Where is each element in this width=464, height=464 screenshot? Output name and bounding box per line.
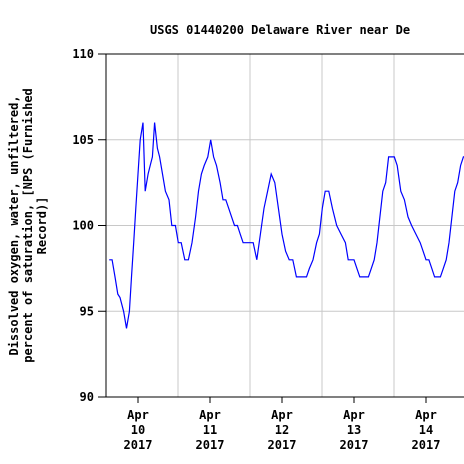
x-tick-label: 2017	[124, 438, 153, 452]
x-tick-label: 12	[275, 423, 289, 437]
x-tick-label: Apr	[199, 408, 221, 422]
series-line	[109, 122, 464, 329]
y-tick-label: 90	[80, 390, 94, 404]
x-tick-label: Apr	[415, 408, 437, 422]
x-tick-label: Apr	[127, 408, 149, 422]
x-tick-label: Apr	[343, 408, 365, 422]
y-axis-ticks: 90 95 100 105 110	[72, 47, 106, 404]
x-tick-label: 2017	[268, 438, 297, 452]
x-tick-label: 10	[131, 423, 145, 437]
x-tick-label: Apr	[271, 408, 293, 422]
data-series	[109, 122, 464, 329]
y-axis-label: Dissolved oxygen, water, unfiltered, perc…	[7, 88, 49, 363]
y-axis-label-line: Record)]	[35, 197, 49, 255]
chart-title: USGS 01440200 Delaware River near De	[150, 23, 410, 37]
x-tick-label: 13	[347, 423, 361, 437]
x-tick-label: 2017	[196, 438, 225, 452]
grid-lines	[106, 54, 464, 397]
y-tick-label: 95	[80, 304, 94, 318]
x-axis-ticks: Apr102017Apr112017Apr122017Apr132017Apr1…	[124, 397, 441, 452]
x-tick-label: 11	[203, 423, 217, 437]
y-tick-label: 105	[72, 133, 94, 147]
y-axis-label-line: Dissolved oxygen, water, unfiltered,	[7, 95, 21, 355]
y-tick-label: 100	[72, 219, 94, 233]
y-tick-label: 110	[72, 47, 94, 61]
x-tick-label: 2017	[340, 438, 369, 452]
y-axis-label-line: percent of saturation, [NPS (Furnished	[21, 88, 35, 363]
x-tick-label: 2017	[412, 438, 441, 452]
x-tick-label: 14	[419, 423, 433, 437]
